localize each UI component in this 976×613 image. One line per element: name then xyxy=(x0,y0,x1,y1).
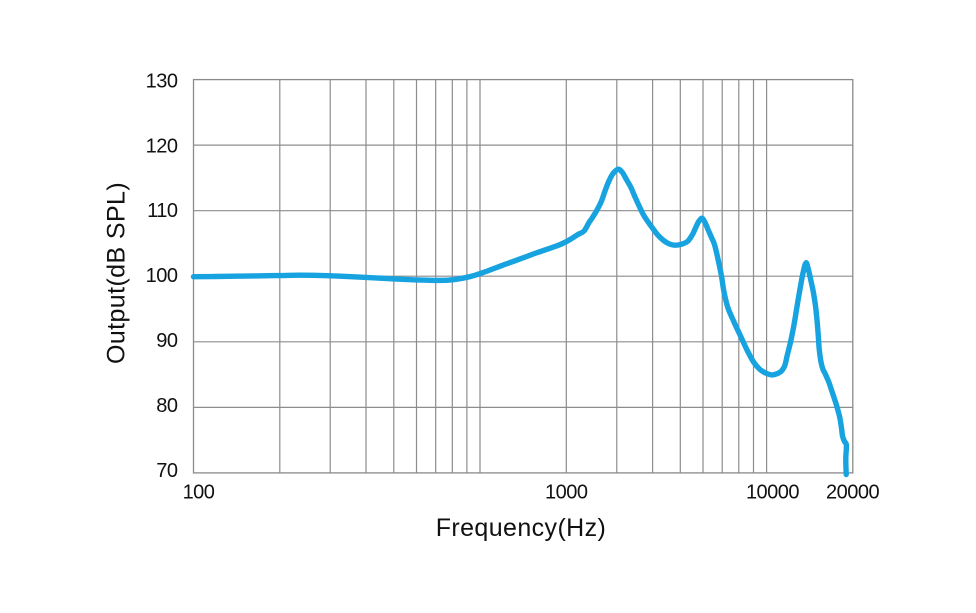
svg-text:130: 130 xyxy=(146,70,178,92)
svg-text:20000: 20000 xyxy=(826,482,879,504)
svg-text:1000: 1000 xyxy=(545,482,588,504)
svg-text:90: 90 xyxy=(156,330,178,352)
svg-text:100: 100 xyxy=(183,482,215,504)
svg-text:Frequency(Hz): Frequency(Hz) xyxy=(436,514,607,542)
svg-text:100: 100 xyxy=(146,265,178,287)
svg-text:Output(dB SPL): Output(dB SPL) xyxy=(103,182,131,364)
svg-text:120: 120 xyxy=(146,135,178,157)
svg-text:80: 80 xyxy=(156,395,178,417)
svg-text:10000: 10000 xyxy=(746,482,799,504)
svg-text:70: 70 xyxy=(156,460,178,482)
svg-text:110: 110 xyxy=(147,200,178,222)
